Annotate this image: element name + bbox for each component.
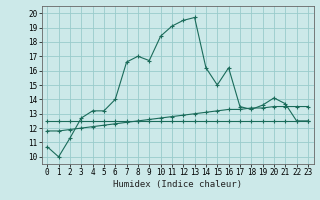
X-axis label: Humidex (Indice chaleur): Humidex (Indice chaleur) <box>113 180 242 189</box>
